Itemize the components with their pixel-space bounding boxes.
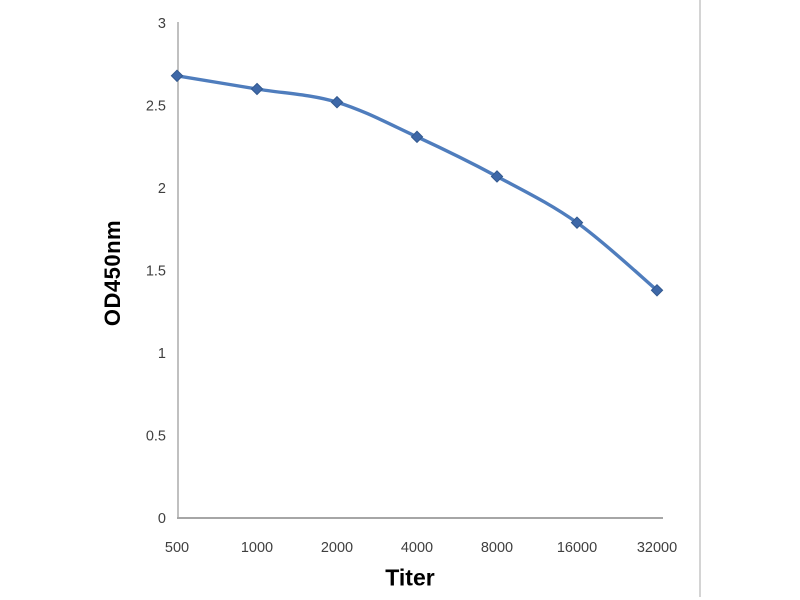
data-point-marker xyxy=(650,283,664,297)
x-tick-label: 8000 xyxy=(481,540,513,556)
x-axis-title: Titer xyxy=(385,564,435,591)
y-tick-label: 1.5 xyxy=(146,264,166,280)
y-tick-label: 0.5 xyxy=(146,429,166,445)
data-point-marker xyxy=(250,82,264,96)
y-tick-label: 3 xyxy=(158,16,166,32)
x-tick-label: 32000 xyxy=(637,540,677,556)
data-point-marker xyxy=(570,216,584,229)
data-point-marker xyxy=(170,69,184,83)
y-tick-label: 0 xyxy=(158,511,166,527)
y-axis-title: OD450nm xyxy=(100,219,125,327)
x-tick-label: 2000 xyxy=(321,540,353,556)
x-tick-label: 16000 xyxy=(557,540,597,556)
data-point-marker xyxy=(410,130,424,144)
x-tick-label: 4000 xyxy=(401,540,433,556)
y-tick-label: 1 xyxy=(158,346,166,362)
data-point-marker xyxy=(490,170,504,183)
y-tick-label: 2 xyxy=(158,181,166,197)
x-tick-label: 500 xyxy=(165,540,189,556)
series-line xyxy=(175,74,659,292)
data-point-marker xyxy=(330,95,344,109)
x-tick-label: 1000 xyxy=(241,540,273,556)
y-tick-label: 2.5 xyxy=(146,99,166,115)
